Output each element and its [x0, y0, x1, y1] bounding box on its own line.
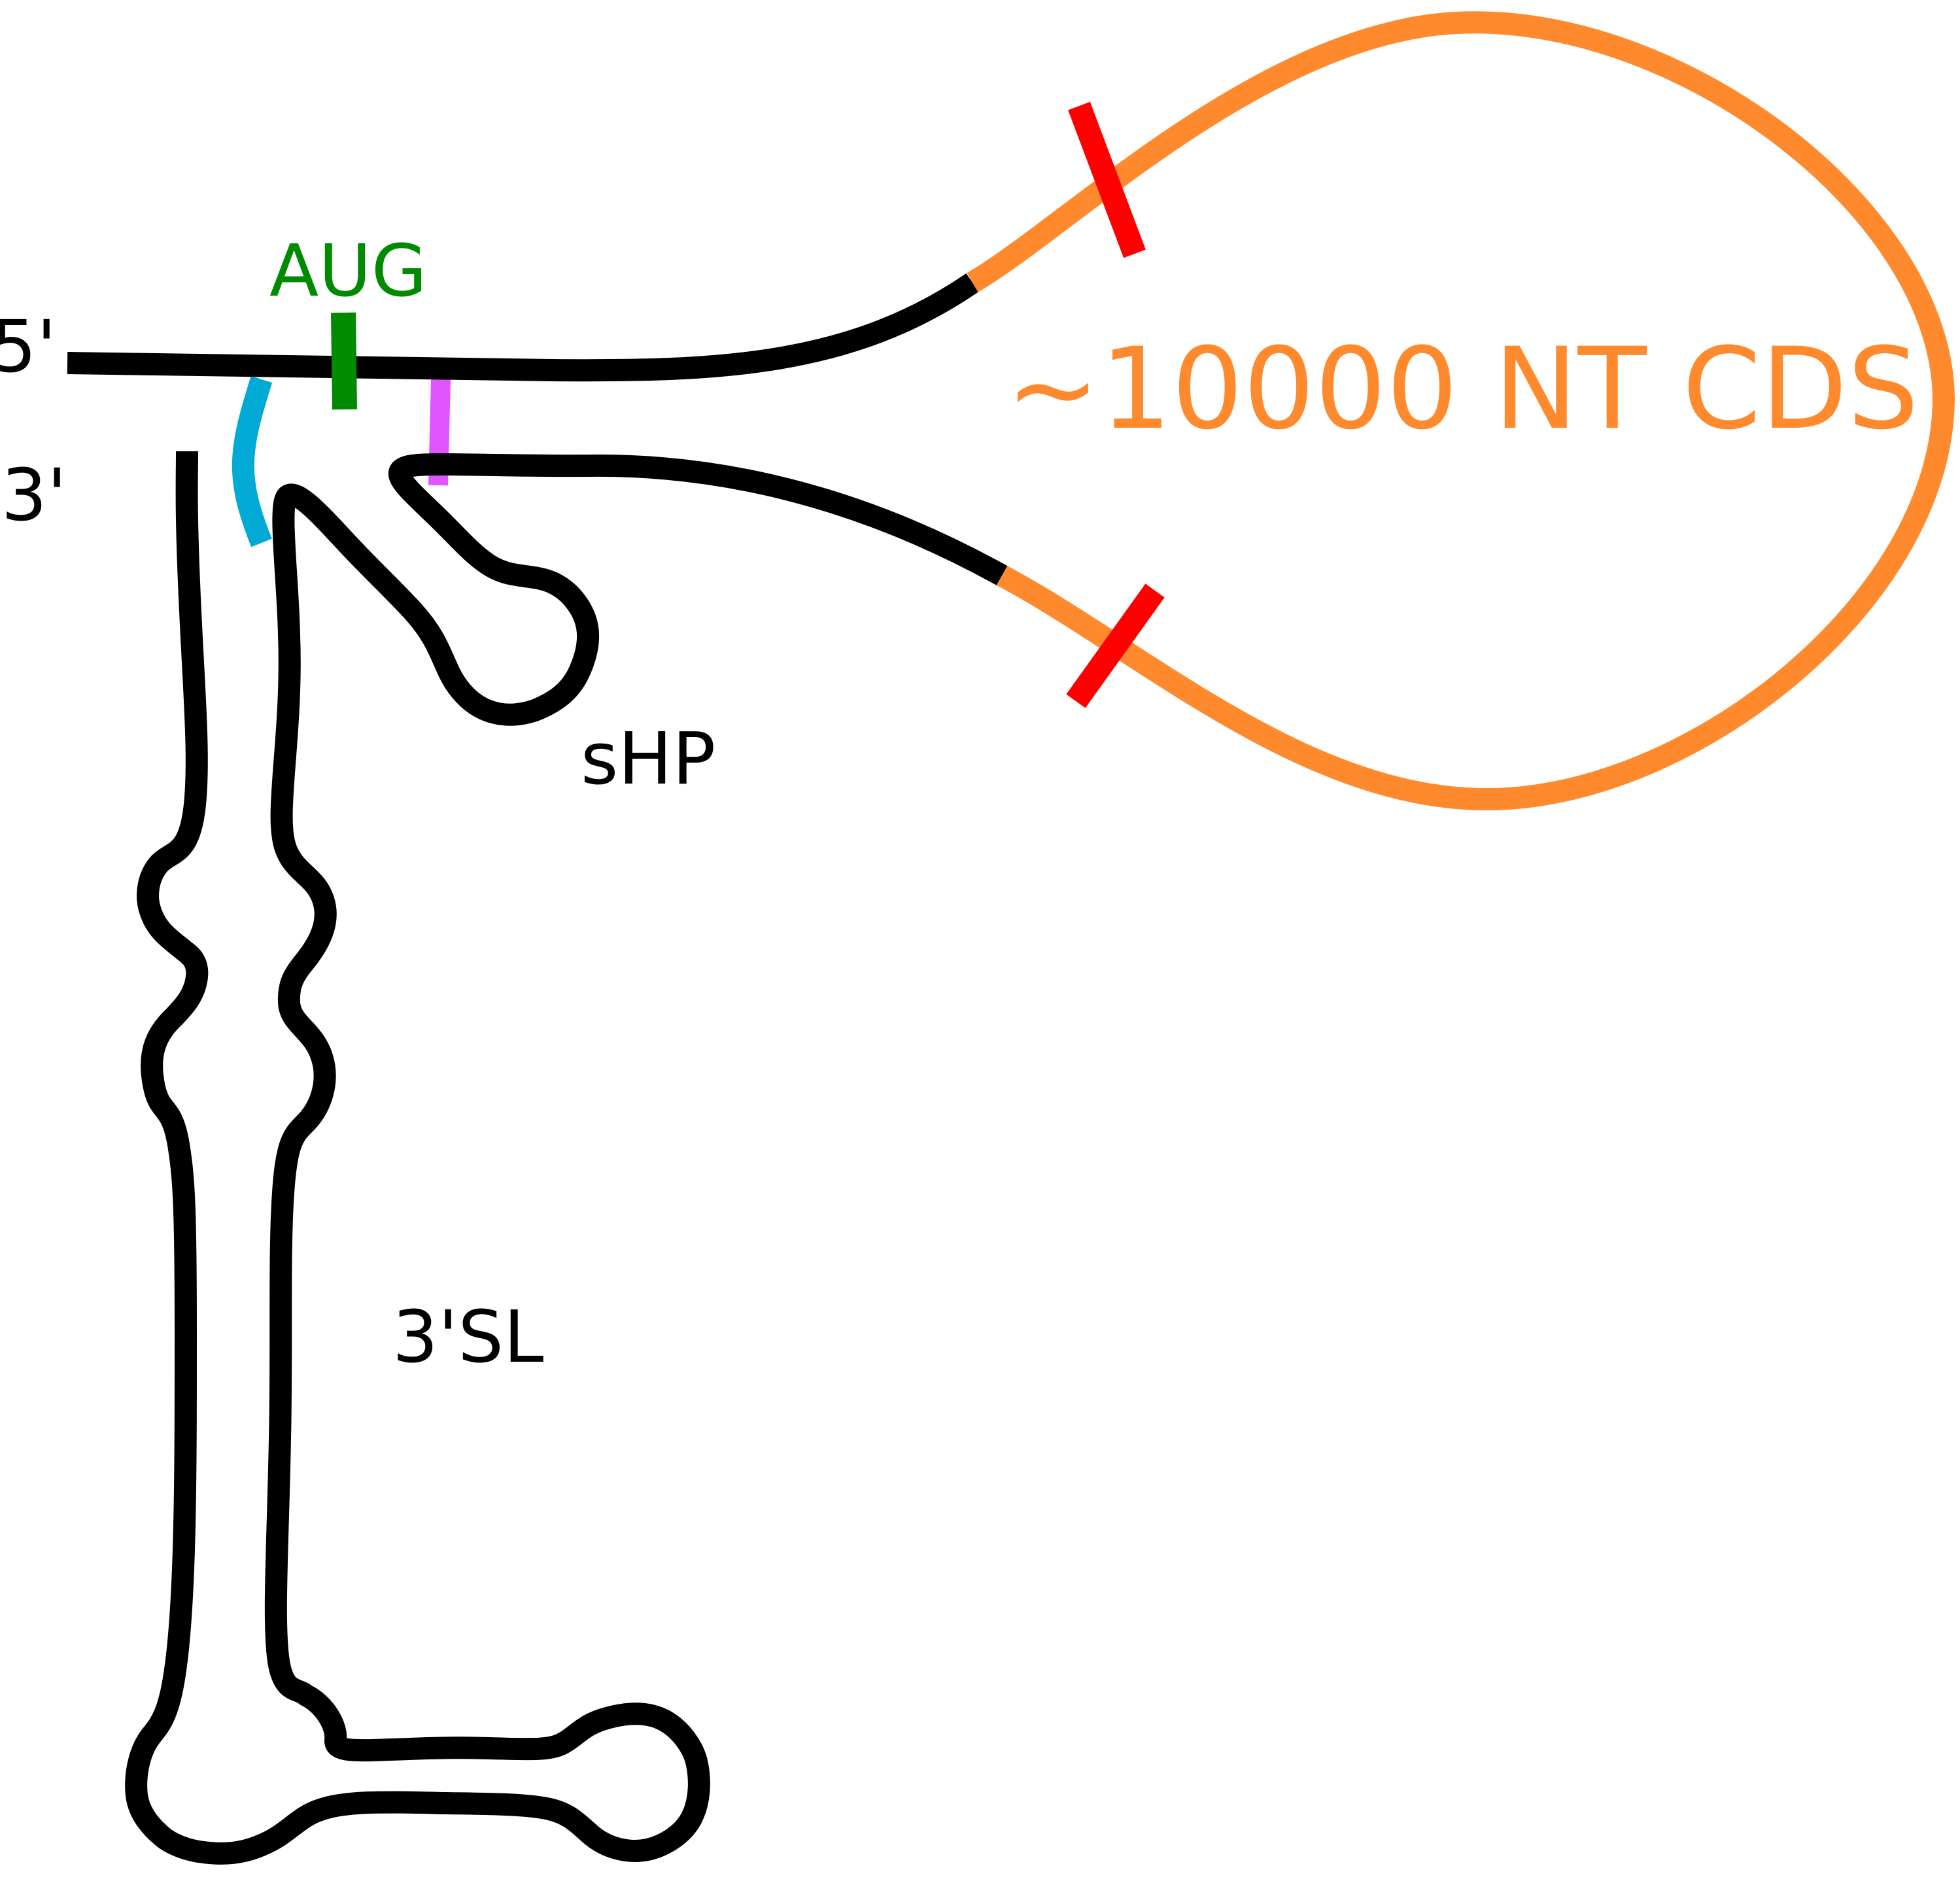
cds-marker-bottom — [1066, 583, 1165, 708]
cds-loop — [967, 11, 1955, 811]
three-prime-utr-strand — [125, 451, 1008, 1865]
shp-label: sHP — [581, 717, 715, 801]
start-codon-marker — [331, 312, 357, 410]
three-sl-label: 3'SL — [392, 1295, 543, 1379]
cds-length-label: ~10000 NT CDS — [1006, 323, 1919, 455]
start-codon-label: AUG — [269, 229, 427, 313]
five-prime-label: 5' — [0, 305, 56, 389]
cds-marker-top — [1068, 101, 1146, 258]
cyan-pairing-line — [232, 375, 273, 547]
five-prime-utr-strand — [67, 273, 979, 382]
three-prime-label: 3' — [1, 453, 67, 537]
